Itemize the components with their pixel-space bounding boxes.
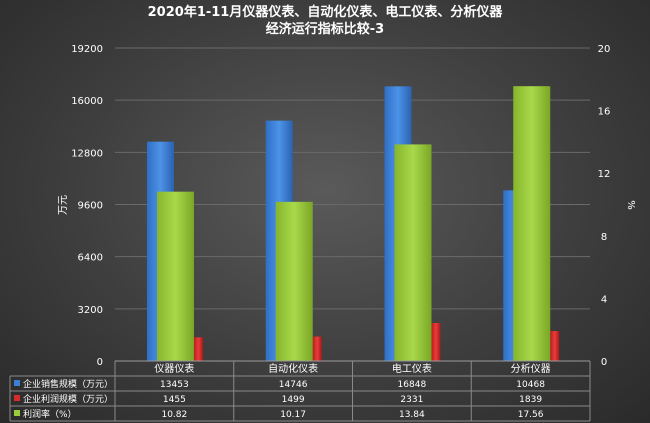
table-cell: 2331 — [400, 395, 423, 405]
table-cell: 13453 — [160, 380, 189, 390]
margin-bar — [157, 191, 194, 361]
bars-group — [147, 86, 560, 361]
profit-bar — [431, 322, 441, 361]
axes-group: 0 3200 6400 9600 12800 16000 19200 0 4 8 12 16 20 — [71, 44, 610, 368]
y-right-tick-label: 12 — [598, 169, 611, 180]
margin-bar — [275, 201, 313, 361]
category-label: 分析仪器 — [511, 362, 551, 375]
y-axis-right-label: % — [625, 200, 636, 210]
chart-title-line1: 2020年1-11月仪器仪表、自动化仪表、电工仪表、分析仪器 — [147, 5, 503, 20]
legend-label: 企业销售规模（万元） — [23, 378, 113, 390]
table-cell: 1455 — [163, 395, 186, 405]
y-right-tick-label: 0 — [601, 357, 607, 368]
table-cell: 1839 — [519, 395, 542, 405]
profit-bar — [550, 331, 560, 361]
margin-bar — [394, 144, 432, 361]
table-cell: 1499 — [282, 395, 305, 405]
legend-swatch — [14, 380, 20, 386]
chart-title-line2: 经济运行指标比较-3 — [265, 22, 385, 37]
legend-swatch — [14, 395, 20, 401]
y-left-tick-label: 12800 — [71, 148, 103, 159]
category-label: 电工仪表 — [392, 362, 432, 375]
y-right-tick-label: 8 — [601, 232, 607, 243]
table-cell: 14746 — [279, 380, 308, 390]
table-cell: 13.84 — [399, 410, 425, 420]
y-left-tick-label: 16000 — [71, 96, 103, 107]
y-left-tick-label: 9600 — [78, 201, 103, 212]
y-right-tick-label: 16 — [598, 107, 611, 118]
table-cell: 10468 — [516, 380, 545, 390]
y-left-tick-label: 0 — [97, 357, 103, 368]
y-right-tick-label: 20 — [598, 44, 611, 55]
category-label: 自动化仪表 — [268, 362, 318, 375]
y-left-tick-label: 19200 — [71, 44, 103, 55]
table-cell: 16848 — [398, 380, 427, 390]
profit-bar — [194, 337, 203, 361]
table-cell: 10.82 — [161, 410, 187, 420]
margin-bar — [513, 86, 551, 361]
legend-label: 利润率（%） — [23, 408, 77, 420]
table-cell: 17.56 — [518, 410, 544, 420]
profit-bar — [312, 336, 322, 361]
legend-swatch — [14, 410, 20, 416]
legend-label: 企业利润规模（万元） — [23, 393, 113, 405]
y-axis-left-label: 万元 — [58, 195, 69, 215]
y-left-tick-label: 3200 — [78, 305, 103, 316]
table-cell: 10.17 — [280, 410, 306, 420]
category-label: 仪器仪表 — [154, 362, 194, 375]
y-left-tick-label: 6400 — [78, 253, 103, 264]
y-right-tick-label: 4 — [601, 294, 607, 305]
